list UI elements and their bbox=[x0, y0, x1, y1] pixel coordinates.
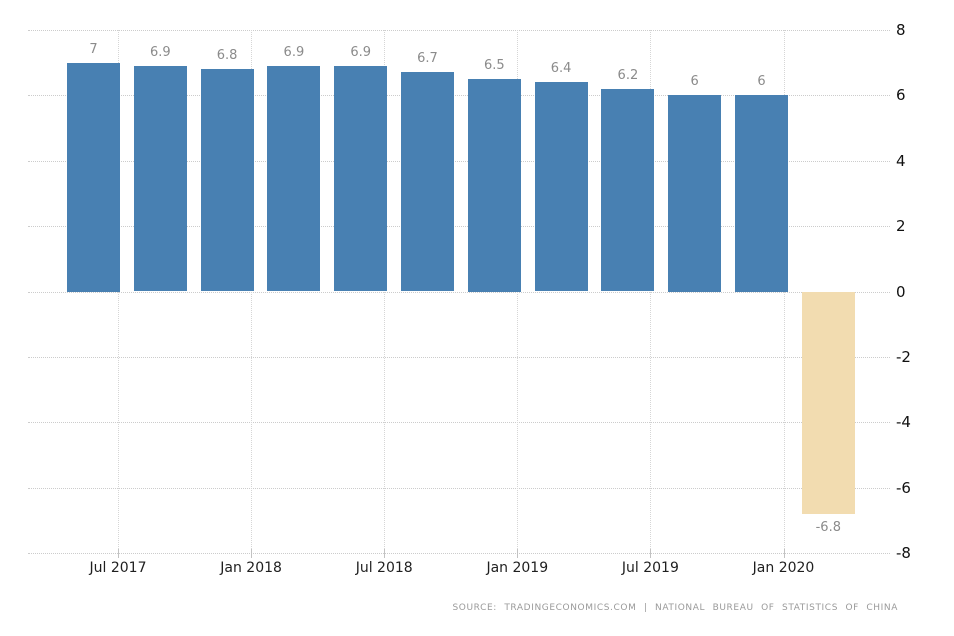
gridline-horizontal bbox=[28, 30, 890, 31]
x-axis-tick bbox=[384, 549, 386, 558]
x-axis-tick-label: Jul 2019 bbox=[621, 560, 679, 576]
gridline-horizontal bbox=[28, 487, 890, 489]
chart-bar[interactable] bbox=[601, 88, 655, 292]
x-axis-tick bbox=[517, 549, 519, 558]
bar-value-label: 6.9 bbox=[149, 44, 171, 60]
chart-bar[interactable] bbox=[67, 62, 120, 292]
bar-value-label: 7 bbox=[89, 41, 98, 57]
gridline-horizontal bbox=[28, 553, 890, 554]
bar-value-label: 6 bbox=[757, 74, 766, 90]
x-axis-tick bbox=[783, 549, 785, 558]
x-axis-tick bbox=[251, 549, 253, 558]
bar-value-label: 6.7 bbox=[417, 51, 438, 67]
x-axis-tick-label: Jan 2020 bbox=[752, 560, 815, 576]
y-axis-tick-label: -4 bbox=[896, 413, 911, 432]
x-axis-tick bbox=[650, 549, 652, 558]
y-axis-tick-label: 8 bbox=[896, 21, 906, 39]
gridline-vertical bbox=[517, 30, 519, 553]
chart-bar[interactable] bbox=[735, 95, 788, 292]
bar-value-label: 6.8 bbox=[216, 48, 238, 64]
bar-value-label: 6.9 bbox=[283, 44, 305, 60]
bar-value-label: 6.4 bbox=[550, 61, 572, 77]
y-axis-tick-label: -6 bbox=[896, 478, 911, 497]
x-axis-tick bbox=[118, 549, 119, 558]
gridline-vertical bbox=[384, 30, 386, 553]
gridline-horizontal bbox=[28, 356, 890, 358]
x-axis-tick-label: Jul 2017 bbox=[89, 560, 147, 576]
x-axis-tick-label: Jul 2018 bbox=[355, 560, 413, 576]
chart-bar[interactable] bbox=[401, 72, 454, 292]
y-axis-tick-label: -8 bbox=[896, 544, 911, 562]
gridline-horizontal bbox=[28, 291, 890, 293]
y-axis-tick-label: 2 bbox=[896, 217, 906, 236]
bar-value-label: 6.9 bbox=[350, 44, 372, 60]
bar-value-label: 6 bbox=[690, 74, 699, 90]
bar-value-label: -6.8 bbox=[815, 519, 841, 535]
y-axis-tick-label: 4 bbox=[896, 151, 906, 170]
gridline-vertical bbox=[783, 30, 785, 553]
gridline-horizontal bbox=[28, 226, 890, 228]
chart-bar[interactable] bbox=[467, 79, 521, 292]
gridline-vertical bbox=[251, 30, 253, 553]
gridline-horizontal bbox=[28, 160, 890, 162]
gridline-horizontal bbox=[28, 422, 890, 424]
gridline-vertical bbox=[650, 30, 652, 553]
y-axis-tick-label: 6 bbox=[896, 86, 906, 105]
x-axis-tick-label: Jan 2018 bbox=[220, 560, 282, 576]
chart-bar[interactable] bbox=[267, 65, 321, 292]
source-attribution: SOURCE: TRADINGECONOMICS.COM | NATIONAL … bbox=[452, 603, 898, 613]
x-axis-tick-label: Jan 2019 bbox=[486, 560, 549, 576]
chart-bar[interactable] bbox=[668, 95, 722, 292]
gridline-vertical bbox=[118, 30, 119, 553]
chart-bar[interactable] bbox=[801, 291, 855, 514]
chart-bar[interactable] bbox=[334, 65, 388, 292]
bar-value-label: 6.2 bbox=[617, 67, 639, 83]
gridline-horizontal bbox=[28, 95, 890, 97]
chart-bar[interactable] bbox=[534, 82, 588, 292]
bar-value-label: 6.5 bbox=[483, 58, 505, 74]
chart-bar[interactable] bbox=[133, 65, 187, 292]
chart-bar[interactable] bbox=[200, 69, 254, 292]
y-axis-tick-label: 0 bbox=[896, 282, 906, 301]
y-axis-tick-label: -2 bbox=[896, 347, 911, 366]
